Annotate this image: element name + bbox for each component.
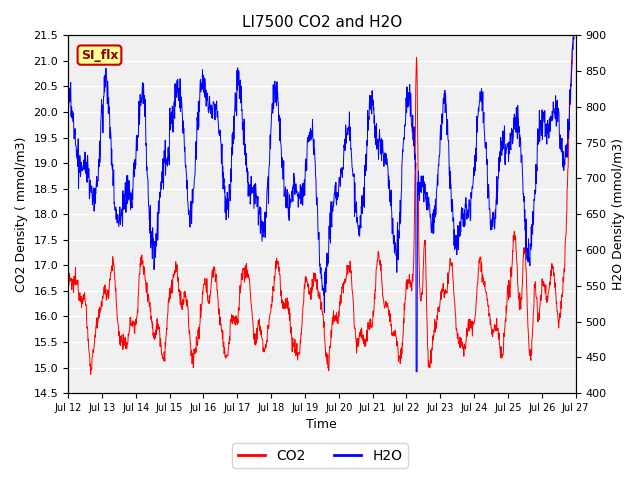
- Text: SI_flx: SI_flx: [81, 48, 118, 61]
- Title: LI7500 CO2 and H2O: LI7500 CO2 and H2O: [242, 15, 402, 30]
- Y-axis label: H2O Density (mmol/m3): H2O Density (mmol/m3): [612, 138, 625, 290]
- X-axis label: Time: Time: [307, 419, 337, 432]
- Y-axis label: CO2 Density ( mmol/m3): CO2 Density ( mmol/m3): [15, 136, 28, 292]
- Legend: CO2, H2O: CO2, H2O: [232, 443, 408, 468]
